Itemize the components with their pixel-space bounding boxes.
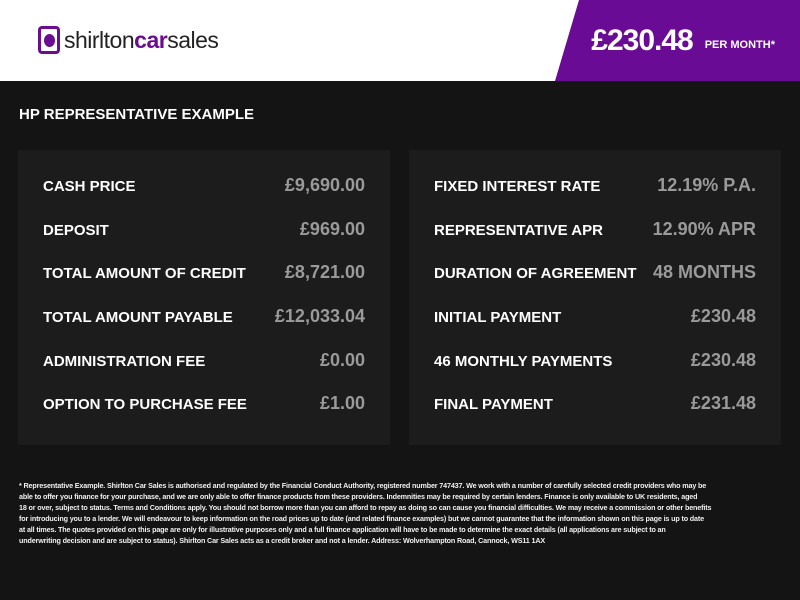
detail-value: £1.00 [319, 393, 365, 414]
detail-label: TOTAL AMOUNT OF CREDIT [43, 265, 246, 283]
detail-value: £230.48 [690, 349, 756, 370]
detail-value: £9,690.00 [284, 175, 365, 195]
detail-value: £12,033.04 [274, 306, 365, 327]
disclaimer-line: able to offer you finance for your purch… [19, 492, 698, 501]
detail-value: £8,721.00 [284, 262, 365, 283]
monthly-price-banner: £230.48 PER MONTH* [555, 0, 800, 81]
section-title: HP REPRESENTATIVE EXAMPLE [19, 106, 255, 123]
detail-value: 12.19% P.A. [657, 175, 756, 195]
disclaimer-line: underwriting decision and are subject to… [19, 536, 546, 545]
detail-value: £231.48 [690, 393, 756, 414]
detail-row: TOTAL AMOUNT PAYABLE £12,033.04 [43, 306, 365, 350]
detail-row: ADMINISTRATION FEE £0.00 [43, 350, 365, 394]
detail-label: FIXED INTEREST RATE [434, 178, 601, 195]
disclaimer-line: at all times. The quotes provided on thi… [19, 525, 666, 534]
detail-row: INITIAL PAYMENT £230.48 [434, 306, 756, 350]
detail-row: OPTION TO PURCHASE FEE £1.00 [43, 393, 365, 437]
detail-value: 48 MONTHS [652, 262, 756, 283]
logo-bold: car [134, 26, 168, 53]
detail-label: FINAL PAYMENT [434, 396, 553, 414]
detail-row: FIXED INTEREST RATE 12.19% P.A. [434, 175, 756, 219]
header: shirltoncarsales £230.48 PER MONTH* [0, 0, 800, 81]
logo-suffix: sales [167, 26, 219, 53]
detail-value: £969.00 [299, 218, 365, 239]
disclaimer: * Representative Example. Shirlton Car S… [19, 480, 781, 546]
detail-row: DEPOSIT £969.00 [43, 219, 365, 263]
detail-row: 46 MONTHLY PAYMENTS £230.48 [434, 350, 756, 394]
detail-row: DURATION OF AGREEMENT 48 MONTHS [434, 262, 756, 306]
detail-row: CASH PRICE £9,690.00 [43, 175, 365, 219]
disclaimer-line: 18 or over, subject to status. Terms and… [19, 503, 712, 512]
per-month-label: PER MONTH* [704, 38, 775, 51]
price-details-panel: CASH PRICE £9,690.00 DEPOSIT £969.00 TOTAL A… [18, 150, 390, 445]
detail-row: REPRESENTATIVE APR 12.90% APR [434, 219, 756, 263]
logo-text: shirltoncarsales [64, 26, 219, 54]
detail-label: REPRESENTATIVE APR [434, 221, 603, 239]
disclaimer-line: * Representative Example. Shirlton Car S… [19, 481, 707, 490]
logo-prefix: shirlton [64, 26, 135, 53]
logo[interactable]: shirltoncarsales [38, 25, 219, 55]
detail-label: ADMINISTRATION FEE [43, 352, 206, 370]
detail-label: 46 MONTHLY PAYMENTS [434, 352, 613, 370]
detail-label: OPTION TO PURCHASE FEE [43, 396, 247, 414]
detail-label: INITIAL PAYMENT [434, 309, 562, 327]
detail-value: £230.48 [690, 306, 756, 327]
logo-icon [38, 26, 60, 54]
finance-terms-panel: FIXED INTEREST RATE 12.19% P.A. REPRESENTA… [409, 150, 781, 445]
detail-row: TOTAL AMOUNT OF CREDIT £8,721.00 [43, 262, 365, 306]
detail-label: CASH PRICE [43, 178, 136, 195]
monthly-price: £230.48 [591, 23, 693, 57]
detail-value: 12.90% APR [652, 218, 756, 239]
detail-row: FINAL PAYMENT £231.48 [434, 393, 756, 437]
detail-label: DURATION OF AGREEMENT [434, 265, 637, 283]
detail-label: TOTAL AMOUNT PAYABLE [43, 309, 233, 327]
detail-label: DEPOSIT [43, 221, 109, 239]
detail-value: £0.00 [319, 349, 365, 370]
disclaimer-line: for introducing you to a lender. We will… [19, 514, 704, 523]
